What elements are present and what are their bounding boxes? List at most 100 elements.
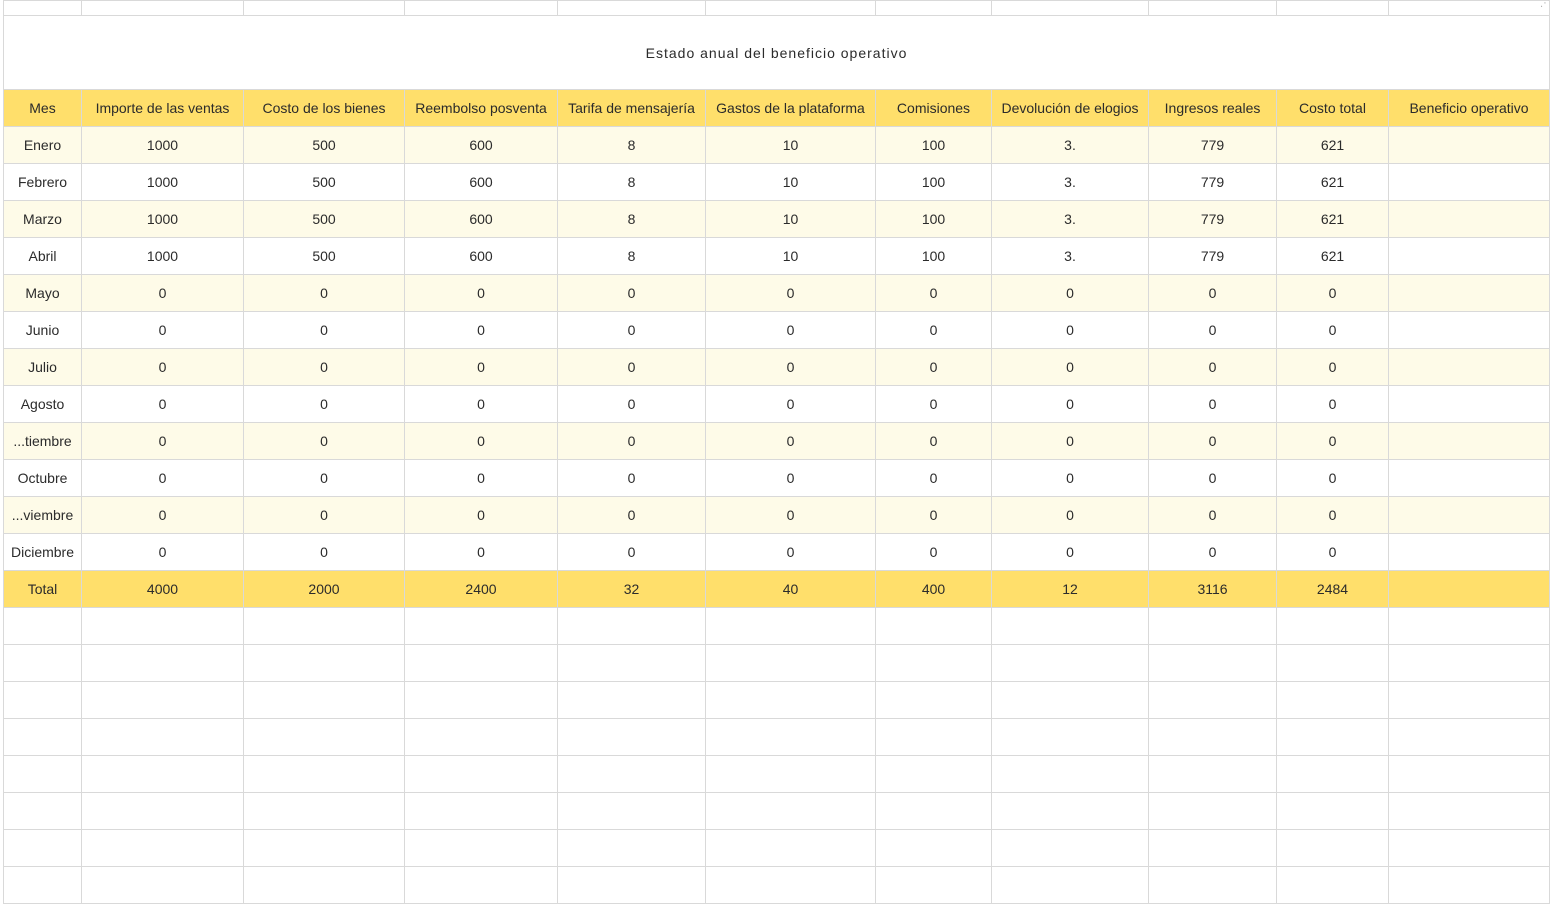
total-cell[interactable] (1388, 570, 1550, 608)
cell[interactable] (3, 0, 82, 16)
value-cell[interactable]: 600 (404, 163, 558, 201)
column-header[interactable]: Gastos de la plataforma (705, 89, 876, 127)
value-cell[interactable] (1388, 459, 1550, 497)
value-cell[interactable]: 0 (404, 533, 558, 571)
empty-cell[interactable] (557, 607, 706, 645)
value-cell[interactable] (1388, 126, 1550, 164)
empty-cell[interactable] (1388, 792, 1550, 830)
value-cell[interactable]: 100 (875, 126, 992, 164)
month-cell[interactable]: Marzo (3, 200, 82, 238)
value-cell[interactable]: 621 (1276, 200, 1389, 238)
empty-cell[interactable] (705, 607, 876, 645)
value-cell[interactable]: 0 (557, 496, 706, 534)
empty-cell[interactable] (243, 829, 405, 867)
month-cell[interactable]: Enero (3, 126, 82, 164)
value-cell[interactable]: 0 (1148, 311, 1277, 349)
value-cell[interactable]: 0 (991, 385, 1149, 423)
empty-cell[interactable] (875, 607, 992, 645)
empty-cell[interactable] (875, 718, 992, 756)
empty-cell[interactable] (81, 792, 244, 830)
value-cell[interactable]: 0 (875, 385, 992, 423)
value-cell[interactable]: 0 (404, 274, 558, 312)
column-header[interactable]: Beneficio operativo (1388, 89, 1550, 127)
value-cell[interactable]: 0 (875, 348, 992, 386)
total-cell[interactable]: 2000 (243, 570, 405, 608)
empty-cell[interactable] (3, 829, 82, 867)
value-cell[interactable]: 0 (991, 496, 1149, 534)
value-cell[interactable]: 0 (1148, 274, 1277, 312)
value-cell[interactable]: 0 (991, 533, 1149, 571)
empty-cell[interactable] (1276, 866, 1389, 904)
empty-cell[interactable] (1276, 755, 1389, 793)
cell[interactable] (1148, 0, 1277, 16)
empty-cell[interactable] (557, 866, 706, 904)
total-cell[interactable]: 3116 (1148, 570, 1277, 608)
value-cell[interactable]: 779 (1148, 200, 1277, 238)
value-cell[interactable]: 0 (991, 311, 1149, 349)
empty-cell[interactable] (1148, 755, 1277, 793)
empty-cell[interactable] (404, 644, 558, 682)
cell[interactable] (705, 0, 876, 16)
value-cell[interactable]: 1000 (81, 126, 244, 164)
value-cell[interactable]: 0 (404, 496, 558, 534)
value-cell[interactable]: 0 (81, 385, 244, 423)
value-cell[interactable]: 0 (705, 422, 876, 460)
value-cell[interactable]: 0 (243, 422, 405, 460)
empty-cell[interactable] (705, 829, 876, 867)
value-cell[interactable]: 500 (243, 200, 405, 238)
sheet-title[interactable]: Estado anual del beneficio operativo (3, 15, 1550, 90)
value-cell[interactable]: 0 (1148, 422, 1277, 460)
empty-cell[interactable] (404, 792, 558, 830)
empty-cell[interactable] (705, 792, 876, 830)
empty-cell[interactable] (875, 755, 992, 793)
value-cell[interactable]: 10 (705, 237, 876, 275)
empty-cell[interactable] (243, 681, 405, 719)
empty-cell[interactable] (705, 755, 876, 793)
empty-cell[interactable] (404, 607, 558, 645)
month-cell[interactable]: ...tiembre (3, 422, 82, 460)
value-cell[interactable]: 0 (557, 533, 706, 571)
value-cell[interactable]: 100 (875, 237, 992, 275)
value-cell[interactable]: 1000 (81, 163, 244, 201)
value-cell[interactable]: 600 (404, 200, 558, 238)
empty-cell[interactable] (705, 681, 876, 719)
value-cell[interactable]: 0 (1276, 533, 1389, 571)
empty-cell[interactable] (557, 681, 706, 719)
empty-cell[interactable] (1276, 644, 1389, 682)
value-cell[interactable]: 621 (1276, 126, 1389, 164)
value-cell[interactable]: 8 (557, 237, 706, 275)
value-cell[interactable]: 3. (991, 163, 1149, 201)
empty-cell[interactable] (81, 607, 244, 645)
value-cell[interactable]: 0 (404, 422, 558, 460)
empty-cell[interactable] (404, 681, 558, 719)
value-cell[interactable]: 0 (1276, 348, 1389, 386)
empty-cell[interactable] (991, 607, 1149, 645)
value-cell[interactable]: 0 (991, 459, 1149, 497)
value-cell[interactable]: 0 (991, 422, 1149, 460)
value-cell[interactable]: 0 (875, 496, 992, 534)
empty-cell[interactable] (1148, 681, 1277, 719)
empty-cell[interactable] (243, 607, 405, 645)
empty-cell[interactable] (875, 792, 992, 830)
value-cell[interactable]: 600 (404, 126, 558, 164)
value-cell[interactable]: 779 (1148, 126, 1277, 164)
total-cell[interactable]: 12 (991, 570, 1149, 608)
value-cell[interactable]: 8 (557, 163, 706, 201)
column-header[interactable]: Ingresos reales (1148, 89, 1277, 127)
empty-cell[interactable] (1276, 829, 1389, 867)
value-cell[interactable]: 600 (404, 237, 558, 275)
value-cell[interactable]: 0 (1276, 496, 1389, 534)
value-cell[interactable] (1388, 311, 1550, 349)
value-cell[interactable]: 0 (243, 533, 405, 571)
value-cell[interactable]: 0 (1148, 496, 1277, 534)
value-cell[interactable]: 621 (1276, 163, 1389, 201)
empty-cell[interactable] (991, 792, 1149, 830)
empty-cell[interactable] (1388, 644, 1550, 682)
value-cell[interactable]: 10 (705, 200, 876, 238)
empty-cell[interactable] (81, 718, 244, 756)
value-cell[interactable]: 0 (81, 311, 244, 349)
value-cell[interactable] (1388, 422, 1550, 460)
value-cell[interactable]: 0 (243, 311, 405, 349)
empty-cell[interactable] (81, 829, 244, 867)
month-cell[interactable]: Diciembre (3, 533, 82, 571)
